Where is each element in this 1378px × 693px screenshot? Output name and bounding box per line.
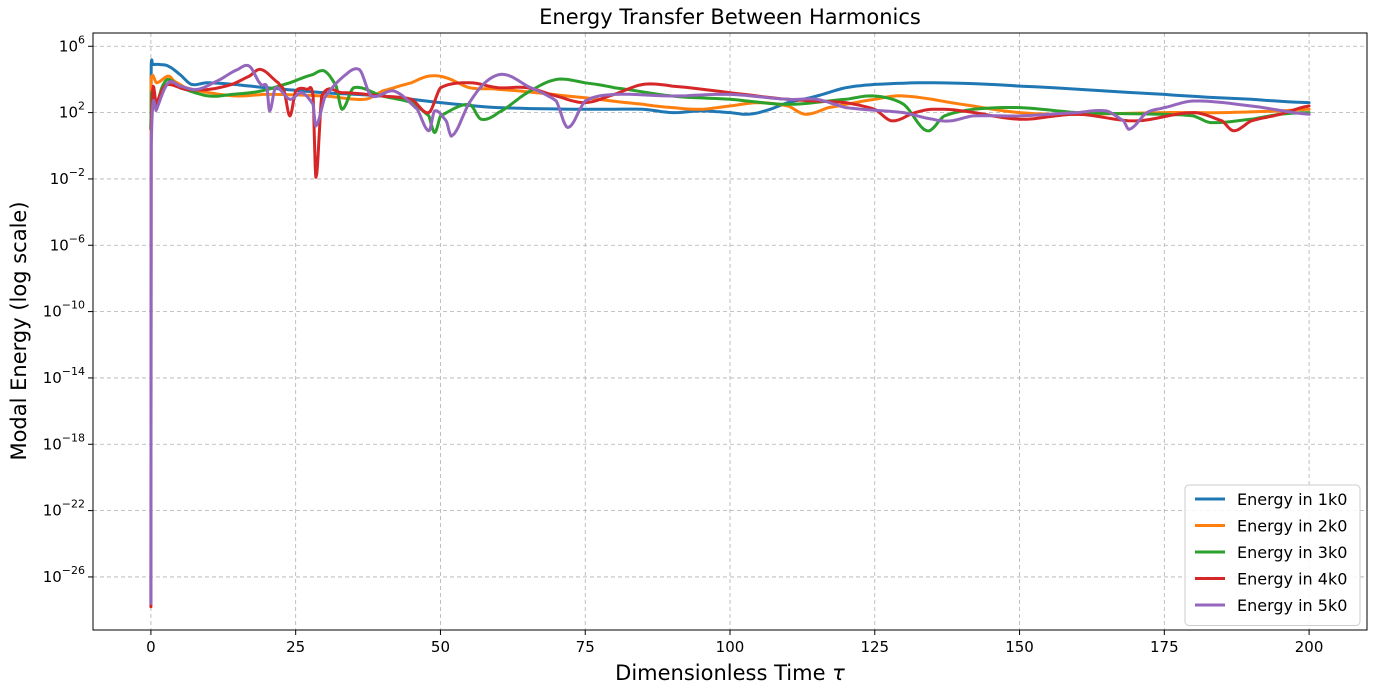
y-tick-label: 10−22 <box>43 498 85 520</box>
x-tick-label: 75 <box>576 638 595 656</box>
series-lines <box>149 58 1311 609</box>
y-tick-label: 10−10 <box>43 299 85 321</box>
x-tick-label: 200 <box>1295 638 1324 656</box>
x-tick-label: 25 <box>286 638 305 656</box>
y-tick-exponent: −26 <box>62 564 85 577</box>
legend-entry: Energy in 2k0 <box>1237 517 1347 536</box>
x-axis-ticks: 0 25 50 75 100 125 150 175 200 <box>146 630 1323 656</box>
y-tick-label: 106 <box>59 33 85 55</box>
x-axis-label-symbol: τ <box>832 661 845 685</box>
x-axis-label: Dimensionless Time τ <box>615 661 845 685</box>
legend: Energy in 1k0 Energy in 2k0 Energy in 3k0 E… <box>1184 484 1361 626</box>
x-tick-label: 0 <box>146 638 156 656</box>
plot-frame <box>92 32 1368 631</box>
series-line-1k0 <box>149 58 1311 131</box>
y-tick-exponent: 6 <box>78 33 85 46</box>
x-tick-label: 125 <box>860 638 889 656</box>
legend-entry: Energy in 3k0 <box>1237 543 1347 562</box>
x-tick-label: 175 <box>1150 638 1179 656</box>
x-tick-label: 100 <box>716 638 745 656</box>
y-tick-label: 10−2 <box>50 166 85 188</box>
y-tick-label: 10−14 <box>43 365 85 387</box>
legend-box <box>1184 484 1361 626</box>
y-tick-exponent: −2 <box>69 166 85 179</box>
y-tick-label: 10−18 <box>43 431 85 453</box>
y-tick-label: 10−26 <box>43 564 85 586</box>
x-tick-label: 150 <box>1005 638 1034 656</box>
y-tick-exponent: −10 <box>62 299 85 312</box>
series-line-3k0 <box>149 69 1311 134</box>
y-tick-base: 10 <box>43 502 62 520</box>
y-tick-label: 10−6 <box>50 232 85 254</box>
y-tick-base: 10 <box>43 435 62 453</box>
y-tick-base: 10 <box>43 369 62 387</box>
series-line-5k0 <box>149 63 1311 605</box>
y-tick-base: 10 <box>50 236 69 254</box>
y-tick-base: 10 <box>43 568 62 586</box>
y-tick-exponent: −22 <box>62 498 85 511</box>
y-tick-label: 102 <box>59 100 85 122</box>
y-tick-exponent: −18 <box>62 431 85 444</box>
chart-title: Energy Transfer Between Harmonics <box>539 5 921 29</box>
y-tick-exponent: −14 <box>62 365 85 378</box>
y-tick-exponent: −6 <box>69 232 85 245</box>
legend-entry: Energy in 1k0 <box>1237 490 1347 509</box>
y-tick-exponent: 2 <box>78 100 85 113</box>
y-tick-base: 10 <box>59 37 78 55</box>
series-line-4k0 <box>149 67 1311 609</box>
y-tick-base: 10 <box>59 104 78 122</box>
legend-entry: Energy in 4k0 <box>1237 570 1347 589</box>
y-tick-base: 10 <box>43 303 62 321</box>
x-axis-label-text: Dimensionless Time <box>615 661 825 685</box>
grid-lines <box>93 33 1367 630</box>
x-tick-label: 50 <box>431 638 450 656</box>
legend-entry: Energy in 5k0 <box>1237 596 1347 615</box>
y-tick-base: 10 <box>50 170 69 188</box>
y-axis-label: Modal Energy (log scale) <box>7 201 31 460</box>
